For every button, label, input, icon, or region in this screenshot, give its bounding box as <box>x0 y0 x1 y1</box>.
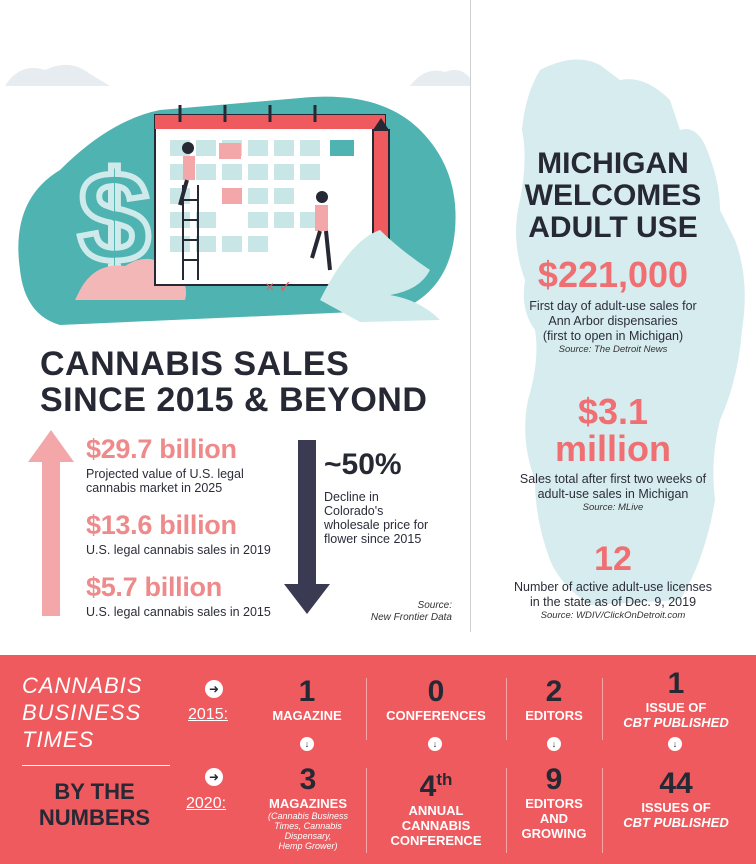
cbt-brand: CANNABIS BUSINESS TIMES <box>22 673 143 752</box>
up-arrow-icon <box>28 430 74 616</box>
brand-separator <box>22 765 170 766</box>
stat-two-weeks: $3.1 million Sales total after first two… <box>519 391 707 514</box>
stat-licenses: 12 Number of active adult-use licenses i… <box>513 540 712 621</box>
col-2015-magazine: 1 MAGAZINE <box>272 675 342 724</box>
col-2015-issues: 1 ISSUE OF CBT PUBLISHED <box>623 667 729 731</box>
stat-first-day: $221,000 First day of adult-use sales fo… <box>529 254 697 356</box>
column-separator <box>506 678 507 740</box>
col-2015-conferences: 0 CONFERENCES <box>386 675 486 724</box>
left-source: Source: New Frontier Data <box>370 600 452 623</box>
col-2020-conference: 4th ANNUAL CANNABIS CONFERENCE <box>390 770 482 848</box>
column-divider <box>470 0 471 632</box>
arrow-down-icon: ↓ <box>547 737 561 751</box>
michigan-map-icon <box>516 59 745 605</box>
arrow-down-icon: ↓ <box>300 737 314 751</box>
year-2020: 2020: <box>186 795 227 812</box>
arrow-right-icon: ➜ <box>205 680 223 698</box>
calendar-illustration: $ × ✓ <box>5 64 470 326</box>
col-2020-editors: 9 EDITORS AND GROWING <box>521 763 587 842</box>
cannabis-sales-heading: CANNABIS SALES SINCE 2015 & BEYOND <box>40 345 428 419</box>
column-separator <box>602 768 603 853</box>
decline-stat: ~50% Decline in Colorado's wholesale pri… <box>324 448 429 546</box>
col-2015-editors: 2 EDITORS <box>525 675 583 724</box>
down-arrow-icon <box>284 440 330 614</box>
col-2020-issues: 44 ISSUES OF CBT PUBLISHED <box>623 767 729 831</box>
stat-2019: $13.6 billion U.S. legal cannabis sales … <box>86 510 271 557</box>
column-separator <box>506 768 507 853</box>
arrow-down-icon: ↓ <box>428 737 442 751</box>
column-separator <box>366 768 367 853</box>
arrow-down-icon: ↓ <box>668 737 682 751</box>
michigan-heading: MICHIGAN WELCOMES ADULT USE <box>524 147 702 244</box>
column-separator <box>602 678 603 740</box>
arrow-right-icon: ➜ <box>205 768 223 786</box>
by-the-numbers-heading: BY THE NUMBERS <box>38 779 151 830</box>
col-2020-magazines: 3 MAGAZINES (Cannabis Business Times, Ca… <box>267 763 349 852</box>
column-separator <box>366 678 367 740</box>
stat-2015: $5.7 billion U.S. legal cannabis sales i… <box>86 572 271 619</box>
stat-2025: $29.7 billion Projected value of U.S. le… <box>86 434 244 495</box>
year-2015: 2015: <box>188 706 229 723</box>
by-the-numbers-band <box>0 655 756 864</box>
svg-text:× ✓: × ✓ <box>265 279 292 296</box>
